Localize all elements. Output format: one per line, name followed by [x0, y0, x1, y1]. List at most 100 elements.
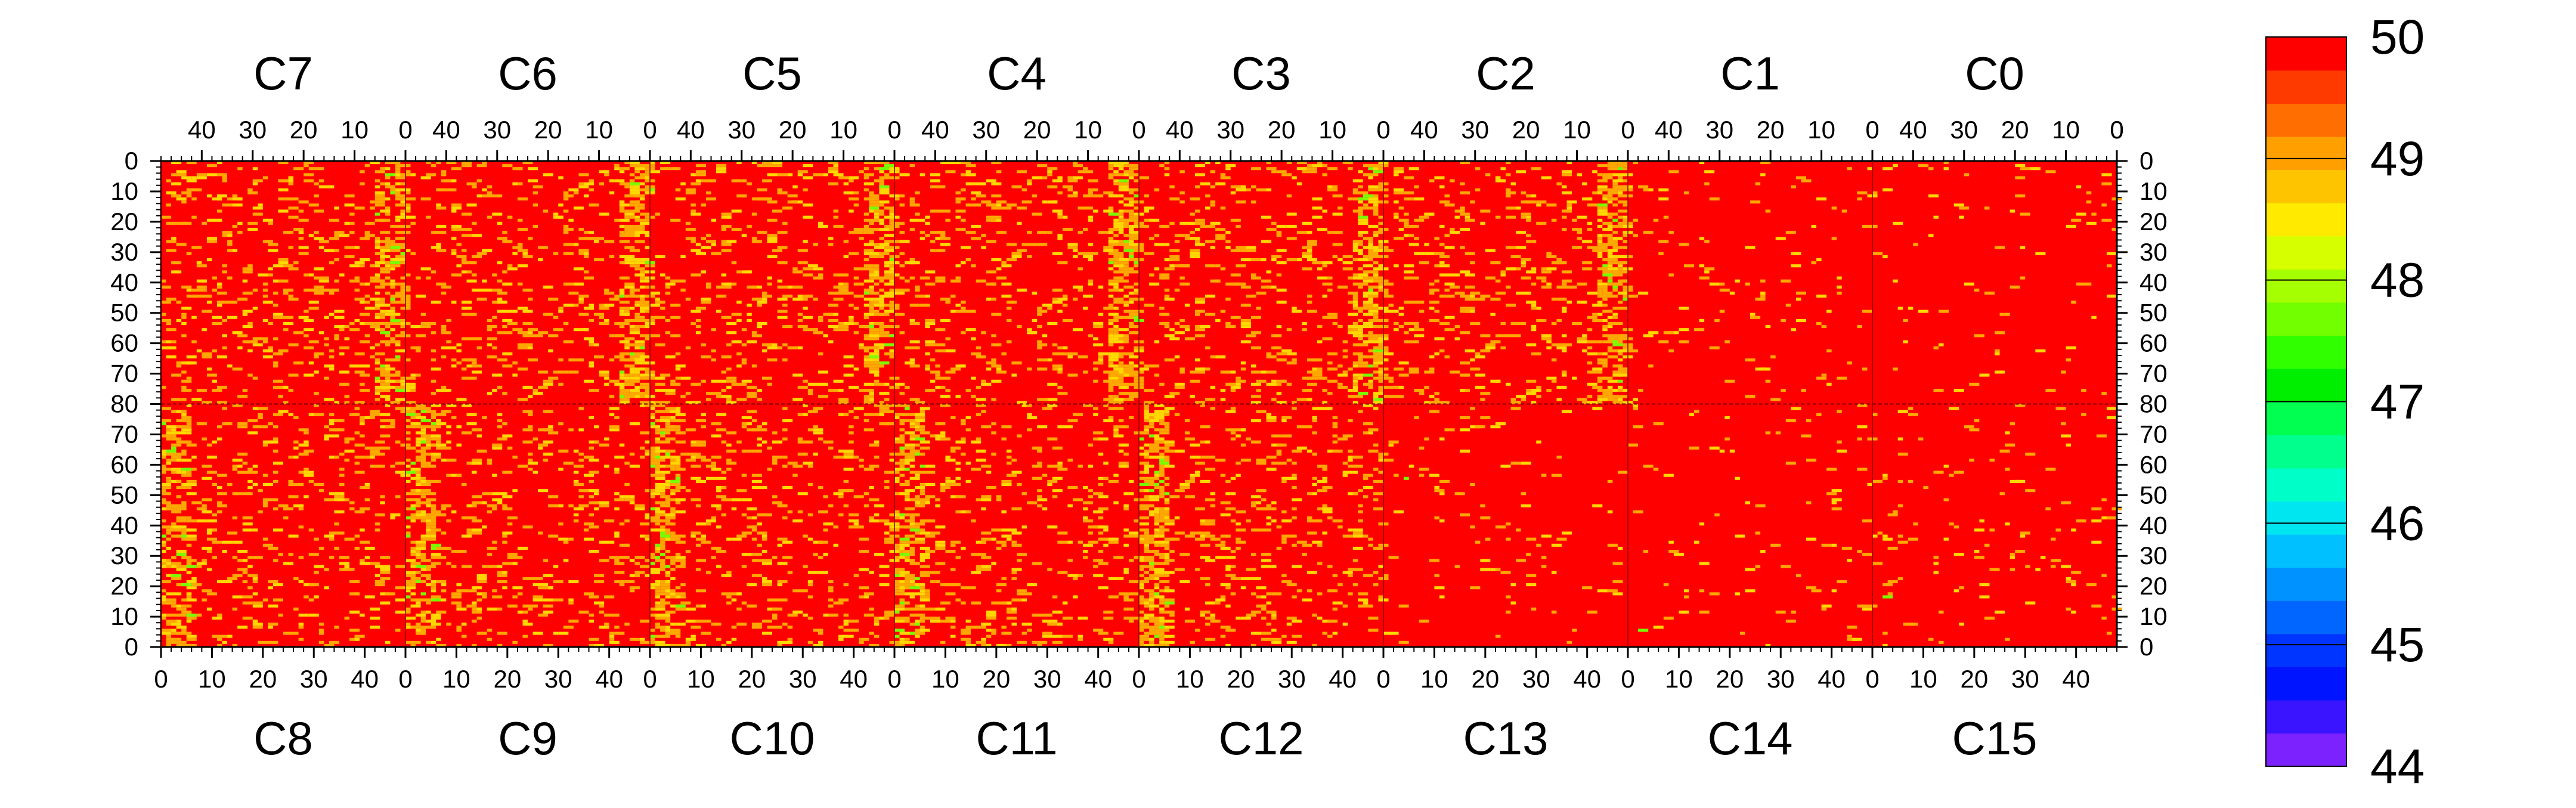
heatmap-cell [349, 364, 360, 368]
heatmap-cell [186, 188, 197, 191]
heatmap-cell [705, 282, 711, 286]
heatmap-cell [528, 468, 533, 471]
heatmap-cell [329, 312, 335, 316]
heatmap-cell [492, 492, 497, 496]
heatmap-cell [360, 507, 370, 510]
heatmap-cell [461, 228, 472, 231]
heatmap-cell [1516, 170, 1527, 174]
heatmap-cell [212, 315, 222, 319]
heatmap-cell [1373, 376, 1379, 380]
heatmap-cell [961, 246, 966, 249]
heatmap-cell [426, 568, 431, 571]
heatmap-cell [416, 492, 421, 496]
heatmap-cell [1612, 224, 1623, 228]
heatmap-cell [1444, 295, 1455, 298]
heatmap-cell [614, 492, 620, 496]
heatmap-cell [456, 473, 462, 477]
heatmap-cell [1795, 318, 1806, 322]
heatmap-cell [461, 249, 467, 252]
heatmap-cell [583, 307, 595, 310]
heatmap-cell [370, 413, 380, 416]
heatmap-cell [731, 228, 742, 231]
heatmap-cell [262, 218, 273, 222]
heatmap-cell [436, 446, 441, 450]
heatmap-cell [262, 598, 268, 602]
heatmap-cell [318, 629, 324, 632]
heatmap-cell [604, 613, 615, 617]
heatmap-cell [1194, 309, 1206, 313]
heatmap-cell [431, 437, 441, 441]
heatmap-cell [1190, 255, 1200, 258]
heatmap-cell [181, 413, 187, 416]
heatmap-cell [1134, 206, 1139, 210]
heatmap-cell [273, 312, 283, 316]
heatmap-cell [1617, 188, 1623, 191]
heatmap-cell [731, 340, 742, 343]
heatmap-cell [619, 261, 625, 265]
heatmap-cell [370, 346, 375, 349]
heatmap-cell [1450, 179, 1455, 182]
heatmap-cell [1322, 264, 1328, 268]
heatmap-cell [1276, 170, 1287, 174]
heatmap-cell [634, 361, 645, 365]
heatmap-cell [1368, 255, 1379, 258]
heatmap-cell [171, 510, 182, 513]
heatmap-cell [701, 179, 711, 182]
heatmap-cell [410, 425, 421, 429]
heatmap-cell [1612, 231, 1618, 234]
heatmap-cell [334, 626, 339, 629]
heatmap-cell [909, 358, 915, 362]
heatmap-cell [262, 355, 273, 359]
heatmap-cell [298, 525, 304, 529]
heatmap-cell [1607, 188, 1618, 191]
heatmap-cell [1607, 337, 1618, 340]
heatmap-cell [1801, 179, 1812, 182]
heatmap-cell [1225, 164, 1236, 168]
heatmap-cell [1250, 315, 1261, 319]
heatmap-cell [1113, 352, 1124, 355]
heatmap-cell [1271, 334, 1282, 338]
heatmap-cell [181, 643, 192, 647]
heatmap-cell [1424, 370, 1435, 374]
heatmap-cell [166, 355, 177, 359]
heatmap-cell [1047, 358, 1052, 362]
heatmap-cell [624, 228, 635, 231]
heatmap-cell [339, 346, 350, 349]
heatmap-cell [1526, 270, 1537, 274]
heatmap-cell [1378, 389, 1383, 392]
heatmap-cell [685, 298, 691, 301]
heatmap-cell [441, 385, 447, 389]
heatmap-cell [314, 370, 319, 374]
heatmap-cell [1781, 318, 1786, 322]
heatmap-cell [2076, 212, 2086, 216]
heatmap-cell [1816, 197, 1827, 201]
heatmap-cell [420, 631, 426, 635]
heatmap-cell [1383, 309, 1394, 313]
heatmap-cell [222, 264, 228, 268]
heatmap-cell [1394, 188, 1404, 191]
heatmap-cell [1531, 304, 1537, 307]
heatmap-cell [400, 255, 405, 258]
heatmap-cell [1398, 312, 1404, 316]
heatmap-cell [879, 228, 890, 231]
heatmap-cell [318, 640, 324, 644]
heatmap-cell [1286, 212, 1297, 216]
heatmap-cell [1521, 321, 1527, 326]
heatmap-cell [2066, 346, 2076, 349]
heatmap-cell [390, 191, 395, 195]
heatmap-cell [538, 385, 549, 389]
heatmap-cell [385, 182, 391, 185]
heatmap-cell [354, 592, 360, 596]
heatmap-cell [1694, 328, 1705, 332]
heatmap-cell [1964, 173, 1970, 177]
heatmap-cell [1602, 288, 1608, 292]
heatmap-cell [181, 221, 192, 225]
heatmap-cell [660, 373, 671, 377]
heatmap-cell [466, 531, 472, 535]
heatmap-cell [1322, 209, 1328, 213]
heatmap-cell [650, 161, 655, 165]
heatmap-cell [426, 519, 436, 523]
heatmap-cell [405, 191, 411, 195]
heatmap-cell [426, 620, 436, 623]
heatmap-cell [634, 346, 640, 349]
